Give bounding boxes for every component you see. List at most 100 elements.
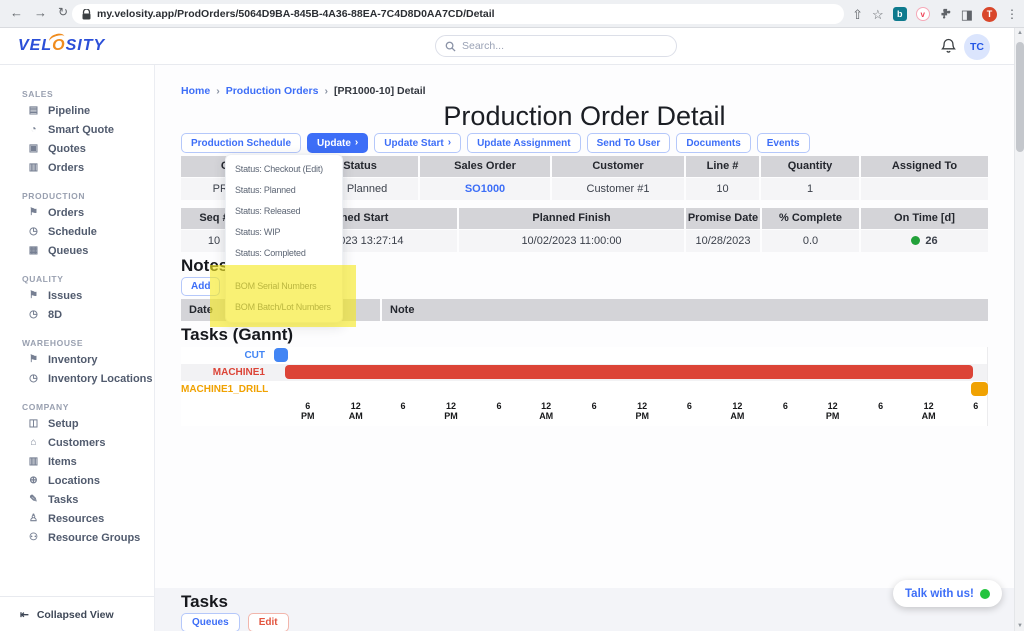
forward-icon[interactable]: → (34, 5, 47, 20)
chevron-right-icon: › (216, 85, 220, 97)
menu-item-bom[interactable]: BOM Serial Numbers (235, 281, 317, 291)
submenu-arrow-icon: › (354, 137, 359, 148)
pocket-extension-icon[interactable]: v (915, 7, 930, 21)
sidebar-item-inventory[interactable]: ⚑ Inventory (0, 350, 154, 369)
menu-item-status[interactable]: Status: Completed (235, 248, 306, 258)
breadcrumb-production-orders[interactable]: Production Orders (225, 85, 319, 97)
gantt-axis-tick: 12 PM (825, 401, 840, 422)
chevron-right-icon: › (324, 85, 328, 97)
sidebar-item-customers[interactable]: ⌂ Customers (0, 433, 154, 452)
col-header-pct-complete: % Complete (760, 208, 859, 229)
gantt-axis-tick: 6 (782, 401, 788, 411)
scroll-down-arrow[interactable]: ▼ (1017, 623, 1023, 629)
search-input[interactable] (462, 40, 667, 52)
bookmark-star-icon[interactable]: ☆ (872, 6, 884, 22)
add-note-button[interactable]: Add (181, 277, 221, 296)
sidebar-item-items[interactable]: ▥ Items (0, 452, 154, 471)
share-icon[interactable]: ⇧ (852, 6, 864, 22)
sidebar-section: PRODUCTION ⚑ Orders ◷ Schedule ▦ Queues (0, 191, 154, 260)
chat-widget-button[interactable]: Talk with us! (893, 580, 1002, 607)
back-icon[interactable]: ← (10, 5, 23, 20)
side-panel-icon[interactable]: ◨ (960, 6, 973, 22)
gantt-row-label: MACHINE1 (212, 367, 265, 378)
gantt-bar-cut[interactable] (274, 348, 289, 362)
sidebar-item-resource-groups[interactable]: ⚇ Resource Groups (0, 528, 154, 547)
scroll-up-arrow[interactable]: ▲ (1017, 30, 1023, 36)
menu-item-status[interactable]: Status: Planned (235, 185, 296, 195)
tasks-heading: Tasks (181, 592, 228, 611)
col-header-planned-finish: Planned Finish (457, 208, 684, 229)
lock-icon (82, 8, 91, 19)
edit-button[interactable]: Edit (247, 613, 289, 631)
sidebar-item-orders[interactable]: ⚑ Orders (0, 203, 154, 222)
menu-item-bom[interactable]: BOM Batch/Lot Numbers (235, 302, 331, 312)
eight-d-icon: ◷ (29, 309, 38, 320)
cell-line-number: 10 (684, 178, 759, 200)
sidebar-section-title: SALES (22, 89, 54, 99)
update-assignment-button[interactable]: Update Assignment (467, 133, 581, 153)
reload-icon[interactable]: ↻ (58, 5, 69, 19)
breadcrumb-current: [PR1000-10] Detail (333, 85, 426, 97)
sidebar-item-label: Setup (48, 417, 79, 430)
sidebar-item-quotes[interactable]: ▣ Quotes (0, 139, 154, 158)
sidebar-item-schedule[interactable]: ◷ Schedule (0, 222, 154, 241)
extensions-puzzle-icon[interactable] (939, 8, 952, 21)
sidebar-item-queues[interactable]: ▦ Queues (0, 241, 154, 260)
browser-profile-avatar[interactable]: T (982, 6, 997, 22)
documents-button[interactable]: Documents (676, 133, 751, 153)
sidebar-section: QUALITY ⚑ Issues ◷ 8D (0, 274, 154, 324)
sidebar-item-issues[interactable]: ⚑ Issues (0, 286, 154, 305)
menu-item-status[interactable]: Status: Released (235, 206, 301, 216)
sidebar-item-inventory-locations[interactable]: ◷ Inventory Locations (0, 369, 154, 388)
queues-button[interactable]: Queues (181, 613, 240, 631)
breadcrumb-home[interactable]: Home (181, 85, 211, 97)
gantt-axis-tick: 12 AM (539, 401, 554, 422)
velosity-logo[interactable]: VELOSITY (18, 37, 106, 54)
gantt-bar-machine1_drill[interactable] (970, 382, 988, 396)
sidebar-item-tasks[interactable]: ✎ Tasks (0, 490, 154, 509)
menu-item-status[interactable]: Status: WIP (235, 227, 281, 237)
user-avatar[interactable]: TC (964, 34, 990, 60)
page-scrollbar[interactable]: ▲ ▼ (1014, 28, 1024, 631)
sidebar-item-label: Queues (48, 244, 89, 257)
address-bar[interactable]: my.velosity.app/ProdOrders/5064D9BA-845B… (72, 4, 844, 24)
menu-item-status[interactable]: Status: Checkout (Edit) (235, 164, 323, 174)
sidebar-item-label: Tasks (48, 493, 79, 506)
sidebar-section-title: QUALITY (22, 274, 64, 284)
notifications-bell-icon[interactable] (941, 38, 956, 59)
update-dropdown-menu: Status: Checkout (Edit) Status: Planned St… (225, 154, 343, 323)
events-button[interactable]: Events (756, 133, 810, 153)
sidebar-item-8d[interactable]: ◷ 8D (0, 305, 154, 324)
inventory-locations-icon: ◷ (29, 373, 38, 384)
sidebar-section: WAREHOUSE ⚑ Inventory ◷ Inventory Locations (0, 338, 154, 388)
smart-quote-icon: ◔ (30, 124, 37, 135)
gantt-bar-machine1[interactable] (284, 365, 973, 379)
toolbar-button-label: Production Schedule (191, 137, 292, 149)
send-to-user-button[interactable]: Send To User (586, 133, 671, 153)
sidebar-item-label: Customers (48, 436, 106, 449)
sidebar-item-resources[interactable]: ♙ Resources (0, 509, 154, 528)
scrollbar-thumb[interactable] (1016, 42, 1024, 152)
toolbar-button-label: Update Assignment (477, 137, 571, 149)
cell-sales-order-link[interactable]: SO1000 (418, 178, 550, 200)
extension-icon[interactable]: b (892, 7, 907, 21)
sidebar-item-pipeline[interactable]: ▤ Pipeline (0, 101, 154, 120)
update-start-button[interactable]: Update Start › (374, 133, 462, 153)
menu-separator (226, 264, 342, 276)
sidebar-item-locations[interactable]: ⊕ Locations (0, 471, 154, 490)
production-schedule-button[interactable]: Production Schedule (181, 133, 302, 153)
sidebar-section-title: COMPANY (22, 402, 69, 412)
sidebar-item-setup[interactable]: ◫ Setup (0, 414, 154, 433)
cell-planned-finish: 10/02/2023 11:00:00 (457, 230, 684, 252)
sidebar-item-smart-quote[interactable]: ◔ Smart Quote (0, 120, 154, 139)
browser-menu-icon[interactable]: ⋮ (1006, 7, 1018, 21)
sidebar-item-orders[interactable]: ▥ Orders (0, 158, 154, 177)
gantt-axis-tick: 6 (400, 401, 406, 411)
collapsed-view-toggle[interactable]: ⇤ Collapsed View (20, 609, 114, 621)
update-button[interactable]: Update › (307, 133, 369, 153)
gantt-axis-tick: 6 (973, 401, 979, 411)
sales-orders-icon: ▥ (28, 162, 39, 173)
gantt-row: MACHINE1_DRILL (181, 381, 988, 398)
global-search[interactable] (435, 35, 677, 57)
setup-icon: ◫ (28, 418, 39, 429)
